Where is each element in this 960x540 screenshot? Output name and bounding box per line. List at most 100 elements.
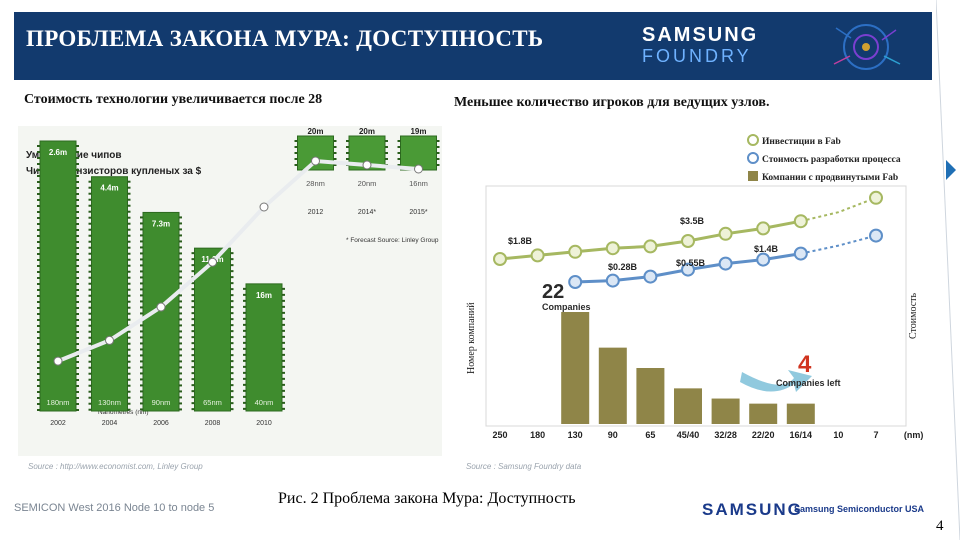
- cost-point: [869, 228, 883, 243]
- chip-pins: [243, 287, 285, 410]
- node-label: 130nm: [98, 398, 121, 407]
- transistor-label: 19m: [410, 127, 426, 136]
- year-label: 2014*: [358, 209, 377, 216]
- node-tick-label: 90: [608, 430, 618, 440]
- legend-label: Стоимость разработки процесса: [762, 154, 901, 165]
- companies-bar: [749, 403, 778, 424]
- companies-text-label: Companies: [542, 302, 591, 312]
- right-source: Source : Samsung Foundry data: [466, 462, 582, 471]
- right-subtitle: Меньшее количество игроков для ведущих у…: [454, 95, 770, 110]
- figure-caption: Рис. 2 Проблема закона Мура: Доступность: [278, 490, 576, 507]
- node-tick-label: 16/14: [790, 430, 813, 440]
- brand-line-2: FOUNDRY: [642, 46, 752, 66]
- cost-point: [869, 190, 883, 205]
- transistor-trend-line: [57, 158, 419, 363]
- cost-axis-label: Стоимость: [908, 292, 919, 339]
- cost-point: [681, 234, 695, 248]
- cost-series-forecast: [800, 196, 877, 223]
- transistor-label: 2.6m: [49, 148, 67, 157]
- companies-axis-label: Номер компаний: [466, 302, 477, 374]
- node-tick-label: 10: [833, 430, 843, 440]
- cost-value-label: $1.4B: [754, 244, 779, 254]
- cost-point: [643, 269, 658, 284]
- year-label: 2015*: [409, 209, 428, 216]
- trend-point: [414, 164, 423, 174]
- node-label: 16nm: [409, 179, 428, 188]
- legend-label: Компании с продвинутыми Fab: [762, 173, 898, 183]
- transistor-label: 20m: [359, 127, 375, 136]
- cost-value-label: $0.55B: [676, 258, 706, 268]
- cost-point: [530, 248, 545, 263]
- chip-bar: [39, 140, 77, 412]
- trend-point: [53, 356, 63, 366]
- transistor-label: 16m: [256, 291, 272, 300]
- decline-arrow: [740, 370, 812, 392]
- node-tick-label: 32/28: [714, 430, 737, 440]
- trend-point: [105, 335, 114, 345]
- cost-point: [793, 246, 808, 261]
- chip-pins: [294, 140, 337, 166]
- forecast-note: * Forecast Source: Linley Group: [346, 237, 439, 244]
- node-label: 20nm: [358, 179, 377, 188]
- year-label: 2006: [153, 420, 169, 427]
- year-label: 2010: [256, 420, 272, 427]
- node-label: 28nm: [306, 179, 325, 188]
- trend-point: [156, 302, 166, 312]
- left-source: Source : http://www.economist.com, Linle…: [28, 462, 203, 471]
- transistor-chip-chart: Уменьшение чипов Число транзисторов купл…: [18, 126, 442, 456]
- companies-bar: [674, 388, 702, 424]
- node-tick-label: 250: [492, 430, 507, 440]
- samsung-foundry-logo: SAMSUNG FOUNDRY: [630, 18, 930, 76]
- left-legend-line-2: Число транзисторов купленых за $: [26, 166, 202, 177]
- chip-bar: [245, 283, 283, 412]
- companies-bar: [711, 398, 740, 424]
- node-tick-label: (nm): [904, 430, 924, 440]
- node-tick-label: 7: [873, 430, 878, 440]
- left-subtitle: Стоимость технологии увеличивается после…: [24, 92, 323, 107]
- legend-swatch: [748, 171, 758, 181]
- brand-line-1: SAMSUNG: [642, 24, 759, 46]
- circuit-brain-icon: [833, 24, 901, 70]
- foundry-companies-chart: Инвестиции в Fab Стоимость разработки про…: [466, 134, 924, 440]
- cost-point: [718, 256, 733, 271]
- cost-point: [568, 244, 583, 259]
- node-tick-label: 22/20: [752, 430, 775, 440]
- chip-bar: [142, 211, 180, 412]
- trend-point: [259, 202, 269, 212]
- node-label: 180nm: [47, 398, 70, 407]
- chip-pins: [397, 140, 440, 166]
- chip-pins: [140, 216, 182, 411]
- cost-point: [793, 214, 808, 229]
- legend-swatch: [747, 134, 759, 146]
- year-label: 2002: [50, 420, 66, 427]
- side-decoration: [936, 0, 960, 540]
- slide-header: ПРОБЛЕМА ЗАКОНА МУРА: ДОСТУПНОСТЬ SAMSUN…: [14, 12, 932, 80]
- cost-point: [605, 273, 620, 288]
- cost-point: [756, 252, 771, 267]
- node-tick-label: 65: [645, 430, 655, 440]
- companies-bar: [636, 368, 665, 424]
- slide-title: ПРОБЛЕМА ЗАКОНА МУРА: ДОСТУПНОСТЬ: [26, 26, 544, 51]
- chip-pins: [88, 180, 131, 411]
- chip-pins: [37, 145, 79, 411]
- companies-bar: [561, 312, 590, 424]
- companies-count-label: 22: [542, 281, 564, 303]
- cost-point: [681, 262, 695, 277]
- companies-bar: [786, 403, 815, 424]
- footer-event: SEMICON West 2016 Node 10 to node 5: [14, 502, 215, 514]
- transistor-label: 4.4m: [100, 184, 118, 193]
- year-label: 2008: [205, 420, 221, 427]
- cost-value-label: $3.5B: [680, 216, 705, 226]
- legend-swatch: [747, 152, 759, 164]
- node-tick-label: 180: [530, 430, 545, 440]
- legend-label: Инвестиции в Fab: [762, 137, 841, 147]
- cost-series-forecast: [800, 234, 877, 255]
- page-number: 4: [936, 518, 944, 534]
- transistor-label: 7.3m: [152, 219, 170, 228]
- samsung-logo: SAMSUNG: [702, 500, 803, 519]
- companies-bar: [598, 347, 627, 424]
- companies-left-count: 4: [798, 351, 812, 378]
- cost-point: [643, 239, 658, 254]
- nanometres-label: Nanometres (nm): [98, 409, 149, 416]
- cost-value-label: $0.28B: [608, 262, 638, 272]
